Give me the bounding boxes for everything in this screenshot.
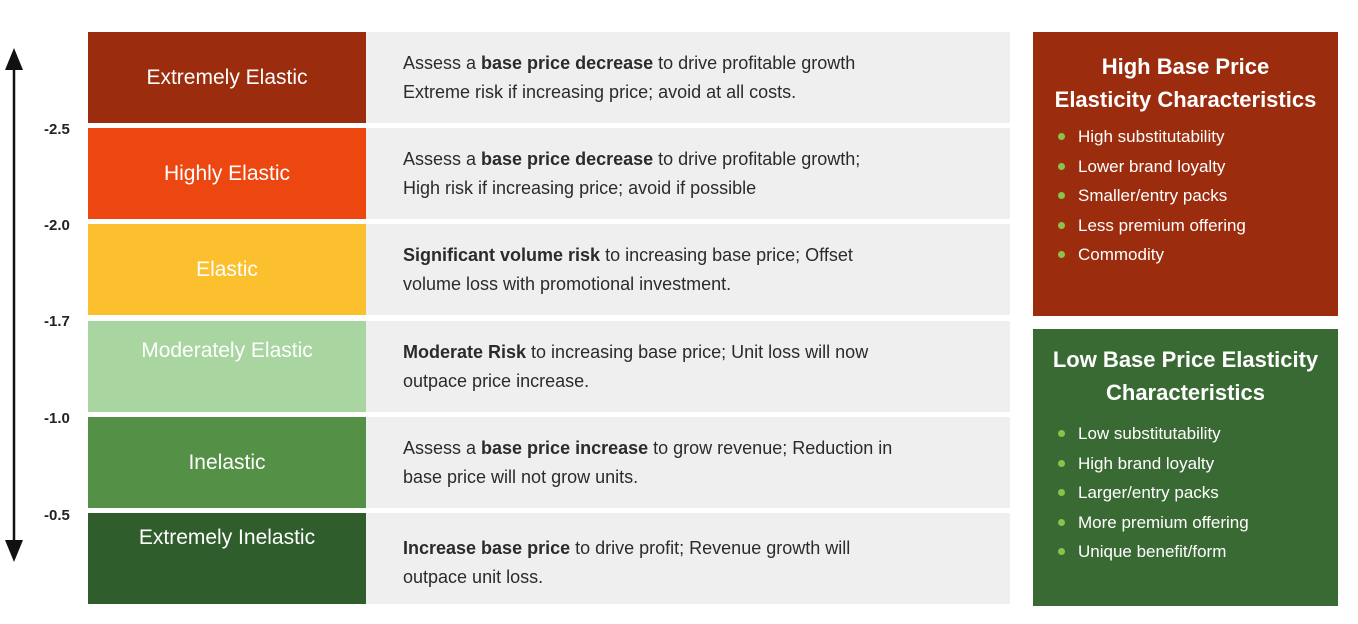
description-text: volume loss with promotional investment.: [403, 273, 732, 294]
characteristic-item: High brand loyalty: [1033, 449, 1338, 479]
description-emphasis: base price increase: [481, 437, 649, 458]
vertical-axis-arrow: [5, 48, 23, 562]
characteristic-item: More premium offering: [1033, 508, 1338, 538]
description-text: Extreme risk if increasing price; avoid …: [403, 81, 797, 102]
arrow-down-head: [5, 540, 23, 562]
description-text: outpace price increase.: [403, 370, 590, 391]
arrow-up-head: [5, 48, 23, 70]
bullet-icon: [1058, 459, 1065, 467]
elasticity-description: Assess a base price increase to grow rev…: [366, 417, 1010, 508]
elasticity-level-label: Extremely Elastic: [88, 32, 366, 123]
description-text: to grow revenue; Reduction in: [648, 437, 893, 458]
bullet-icon: [1058, 430, 1065, 437]
characteristic-text: Larger/entry packs: [1078, 483, 1219, 502]
characteristic-text: Less premium offering: [1078, 215, 1246, 235]
description-text: Assess a: [403, 437, 482, 458]
characteristic-text: More premium offering: [1078, 512, 1249, 532]
elasticity-description: Significant volume risk to increasing ba…: [366, 224, 1010, 315]
description-text: base price will not grow units.: [403, 466, 639, 487]
axis-tick-label: -2.0: [44, 217, 70, 234]
elasticity-level-label: Inelastic: [88, 417, 366, 508]
description-line: Increase base price to drive profit; Rev…: [403, 534, 1010, 563]
characteristic-item: Less premium offering: [1033, 211, 1338, 241]
description-emphasis: base price decrease: [481, 52, 654, 73]
description-text: to increasing base price; Offset: [600, 244, 853, 265]
panel-title: Low Base Price Elasticity: [1052, 347, 1319, 372]
elasticity-description: Increase base price to drive profit; Rev…: [366, 513, 1010, 604]
bullet-icon: [1058, 489, 1065, 496]
description-line: outpace unit loss.: [403, 563, 1010, 592]
characteristic-text: Commodity: [1078, 245, 1164, 264]
axis-tick-label: -2.5: [44, 121, 70, 138]
bullet-icon: [1058, 518, 1065, 526]
characteristic-item: High substitutability: [1033, 122, 1338, 152]
characteristic-text: Unique benefit/form: [1078, 542, 1227, 561]
description-emphasis: Significant volume risk: [403, 244, 601, 265]
elasticity-row: Extremely Elastic Assess a base price de…: [88, 32, 1010, 123]
elasticity-row: Elastic Significant volume risk to incre…: [88, 224, 1010, 315]
characteristics-list: Low substitutability High brand loyalty La…: [1033, 419, 1338, 567]
elasticity-description: Assess a base price decrease to drive pr…: [366, 32, 1010, 123]
description-text: to drive profitable growth: [653, 52, 856, 73]
elasticity-row: Inelastic Assess a base price increase t…: [88, 417, 1010, 508]
description-line: Assess a base price increase to grow rev…: [403, 434, 1010, 463]
description-line: Assess a base price decrease to drive pr…: [403, 145, 1010, 174]
description-text: Assess a: [403, 148, 482, 169]
elasticity-description: Assess a base price decrease to drive pr…: [366, 128, 1010, 219]
characteristic-text: High substitutability: [1078, 127, 1225, 146]
description-line: Significant volume risk to increasing ba…: [403, 241, 1010, 270]
elasticity-row: Moderately Elastic Moderate Risk to incr…: [88, 321, 1010, 412]
characteristic-item: Larger/entry packs: [1033, 478, 1338, 508]
low-elasticity-panel: Low Base Price Elasticity Characteristic…: [1033, 329, 1338, 606]
bullet-icon: [1058, 221, 1065, 229]
characteristic-item: Unique benefit/form: [1033, 537, 1338, 567]
description-line: base price will not grow units.: [403, 463, 1010, 492]
description-line: Extreme risk if increasing price; avoid …: [403, 78, 1010, 107]
description-text: outpace unit loss.: [403, 566, 544, 587]
axis-tick-label: -0.5: [44, 507, 70, 524]
characteristic-text: High brand loyalty: [1078, 453, 1215, 473]
high-elasticity-panel: High Base Price Elasticity Characteristi…: [1033, 32, 1338, 316]
description-text: to drive profit; Revenue growth will: [570, 537, 851, 558]
elasticity-level-label: Elastic: [88, 224, 366, 315]
bullet-icon: [1058, 162, 1065, 170]
bullet-icon: [1058, 192, 1065, 199]
characteristic-text: Low substitutability: [1078, 424, 1221, 443]
characteristic-item: Smaller/entry packs: [1033, 181, 1338, 211]
bullet-icon: [1058, 133, 1065, 140]
description-emphasis: Moderate Risk: [403, 341, 527, 362]
bullet-icon: [1058, 548, 1065, 555]
description-text: to increasing base price; Unit loss will…: [526, 341, 869, 362]
description-text: to drive profitable growth;: [653, 148, 861, 169]
elasticity-row: Highly Elastic Assess a base price decre…: [88, 128, 1010, 219]
elasticity-level-label: Extremely Inelastic: [88, 513, 366, 604]
description-text: High risk if increasing price; avoid if …: [403, 177, 757, 198]
description-line: outpace price increase.: [403, 367, 1010, 396]
axis-tick-label: -1.7: [44, 313, 70, 330]
characteristic-text: Lower brand loyalty: [1078, 156, 1226, 176]
bullet-icon: [1058, 251, 1065, 258]
panel-title: Elasticity Characteristics: [1054, 87, 1317, 112]
elasticity-row: Extremely Inelastic Increase base price …: [88, 513, 1010, 604]
description-line: Moderate Risk to increasing base price; …: [403, 338, 1010, 367]
characteristic-text: Smaller/entry packs: [1078, 186, 1228, 205]
description-text: Assess a: [403, 52, 482, 73]
description-line: High risk if increasing price; avoid if …: [403, 174, 1010, 203]
panel-title: Characteristics: [1106, 380, 1265, 405]
description-emphasis: Increase base price: [403, 537, 571, 558]
elasticity-level-label: Moderately Elastic: [88, 321, 366, 412]
characteristic-item: Commodity: [1033, 240, 1338, 270]
characteristic-item: Lower brand loyalty: [1033, 152, 1338, 182]
panel-title: High Base Price: [1101, 54, 1270, 79]
elasticity-description: Moderate Risk to increasing base price; …: [366, 321, 1010, 412]
characteristic-item: Low substitutability: [1033, 419, 1338, 449]
description-emphasis: base price decrease: [481, 148, 654, 169]
description-line: volume loss with promotional investment.: [403, 270, 1010, 299]
description-line: Assess a base price decrease to drive pr…: [403, 49, 1010, 78]
characteristics-list: High substitutability Lower brand loyalty…: [1033, 122, 1338, 270]
axis-tick-label: -1.0: [44, 410, 70, 427]
elasticity-level-label: Highly Elastic: [88, 128, 366, 219]
